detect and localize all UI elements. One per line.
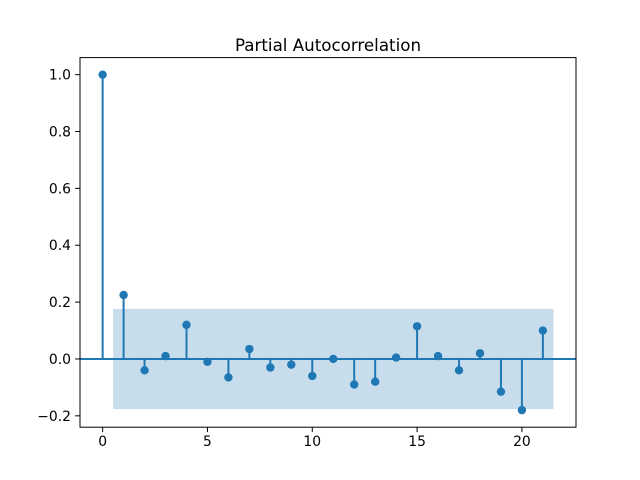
y-tick-label: 1.0 xyxy=(49,68,71,84)
chart-title: Partial Autocorrelation xyxy=(234,35,422,55)
y-tick-label: 0.4 xyxy=(49,238,71,254)
stem-marker xyxy=(517,405,527,415)
stem-marker xyxy=(308,371,317,381)
stem-marker xyxy=(475,349,485,358)
stem-marker xyxy=(370,377,380,386)
y-tick-label: 0.0 xyxy=(49,352,71,368)
axes-frame xyxy=(79,57,577,428)
y-tick-label: 0.6 xyxy=(49,181,71,197)
stem-marker xyxy=(203,357,212,367)
stem-marker xyxy=(433,351,443,361)
x-tick-label: 20 xyxy=(513,434,531,450)
stem-marker xyxy=(245,344,254,354)
stem-marker xyxy=(140,366,149,375)
y-tick-label: 0.8 xyxy=(49,125,71,141)
stem-marker xyxy=(391,353,401,362)
y-tick-label: 0.2 xyxy=(49,295,71,311)
stem-marker xyxy=(454,366,464,375)
stem-marker xyxy=(350,380,359,389)
stem-marker xyxy=(266,363,275,372)
stem-marker xyxy=(161,351,170,361)
stem-marker xyxy=(98,70,107,79)
stem-marker xyxy=(329,354,338,364)
stem-marker xyxy=(538,326,548,335)
x-tick-label: 15 xyxy=(408,434,426,450)
x-tick-label: 0 xyxy=(98,434,107,450)
stem-marker xyxy=(182,320,191,330)
y-tick-label: −0.2 xyxy=(37,409,71,425)
stem-marker xyxy=(412,322,422,331)
x-tick-label: 10 xyxy=(303,434,321,450)
stem-marker xyxy=(224,373,233,382)
stem-marker xyxy=(287,360,296,369)
x-tick-label: 5 xyxy=(203,434,212,450)
stem-marker xyxy=(496,387,506,396)
stem-marker xyxy=(119,290,128,300)
